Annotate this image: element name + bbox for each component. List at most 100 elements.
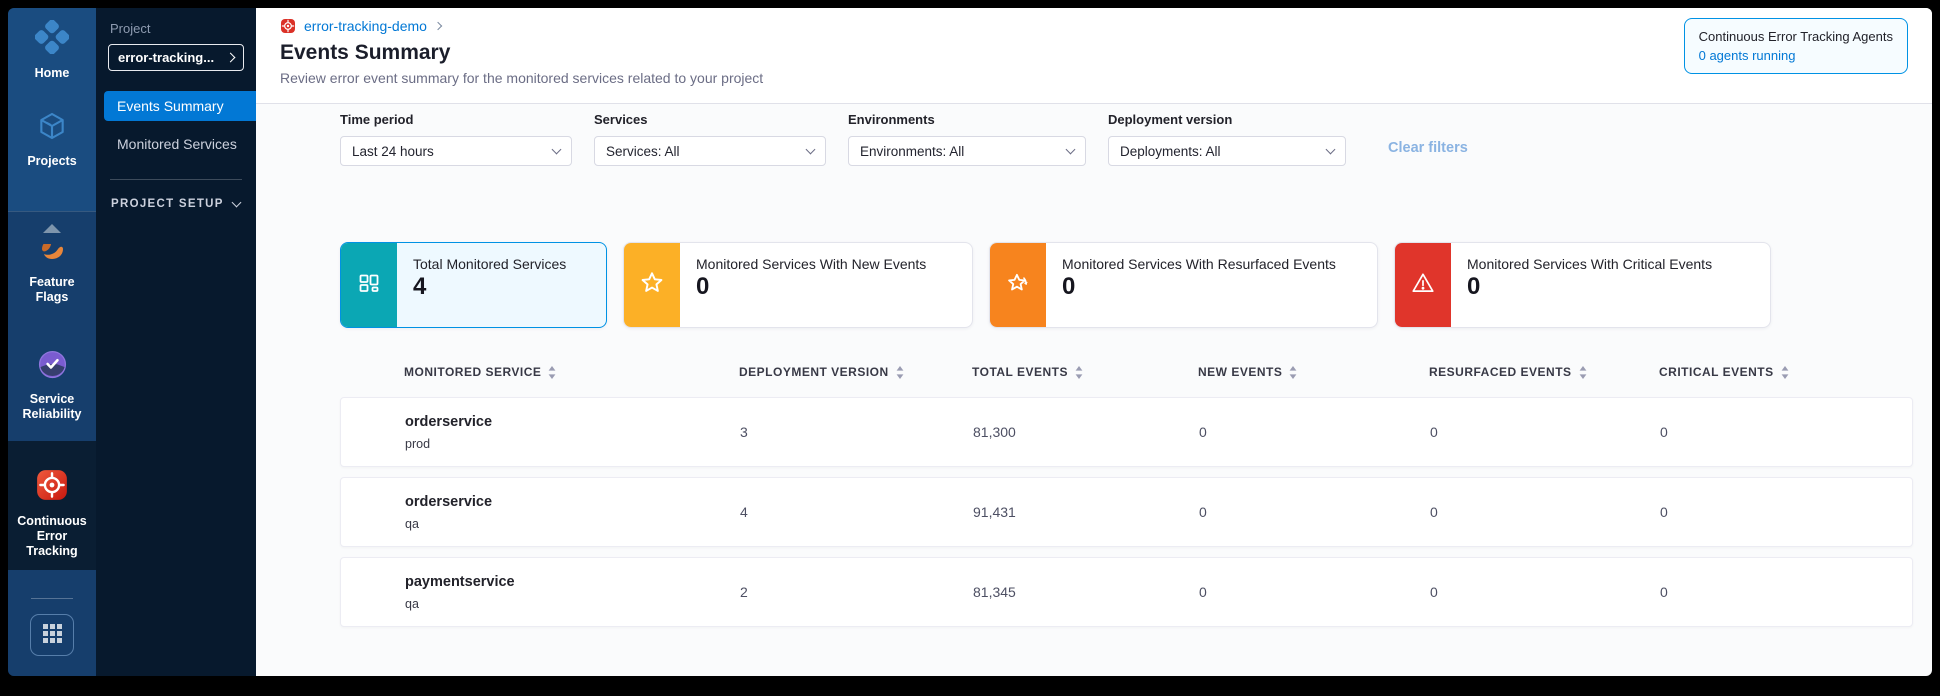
stat-cards-row: Total Monitored Services 4 Monitored Ser… [340,242,1908,328]
project-nav-panel: Project error-tracking... Events Summary… [96,8,256,676]
filter-deployment-version: Deployment version Deployments: All [1108,112,1346,166]
card-accent [990,243,1046,327]
card-accent [624,243,680,327]
column-header-resurfaced-events[interactable]: RESURFACED EVENTS [1429,365,1659,379]
column-header-monitored-service[interactable]: MONITORED SERVICE [340,365,739,379]
stat-card-label: Total Monitored Services [413,256,567,272]
filter-services: Services Services: All [594,112,826,166]
project-selector[interactable]: error-tracking... [108,44,244,71]
sort-icon[interactable] [1579,365,1587,379]
service-name: orderservice [405,413,493,430]
continuous-error-tracking-icon [280,18,296,34]
sidebar-top-section: Home Projects [8,8,96,211]
sort-icon[interactable] [1289,365,1297,379]
project-setup-label: PROJECT SETUP [111,198,224,210]
service-environment: prod [405,436,431,451]
sidebar-item-continuous-error-tracking[interactable]: Continuous Error Tracking [8,441,96,559]
chevron-down-icon [551,144,562,154]
sidebar-bottom-section [8,570,96,676]
agents-status-box[interactable]: Continuous Error Tracking Agents 0 agent… [1683,18,1908,74]
chevron-down-icon [805,144,816,154]
star-icon [639,270,665,301]
chevron-right-icon [433,21,443,31]
project-selector-value: error-tracking... [118,50,215,65]
filters-bar: Time period Last 24 hours Services Servi… [340,112,1908,166]
chevron-right-icon [225,52,236,63]
dashboard-grid-icon [357,271,381,300]
chevron-up-icon [43,223,61,233]
feature-flags-icon [36,244,68,268]
filter-time-period: Time period Last 24 hours [340,112,572,166]
clear-filters-link[interactable]: Clear filters [1388,140,1468,156]
projects-cube-icon [36,110,68,147]
sidebar-item-projects[interactable]: Projects [8,110,96,169]
app-window: Home Projects [8,8,1932,676]
page-subtitle: Review error event summary for the monit… [280,70,764,86]
deployments-select[interactable]: Deployments: All [1108,136,1346,166]
sidebar-divider [31,598,73,599]
main-content: error-tracking-demo Events Summary Revie… [256,8,1932,676]
apps-grid-icon [42,624,62,646]
sidebar-item-label: Feature Flags [29,275,75,304]
chevron-down-icon [1065,144,1076,154]
table-row[interactable]: orderservice qa 4 91,431 0 0 0 [340,477,1913,547]
sidebar-item-label: Projects [27,154,77,168]
select-value: Services: All [606,143,680,159]
environments-select[interactable]: Environments: All [848,136,1086,166]
stat-card-value: 0 [696,273,710,300]
select-value: Deployments: All [1120,143,1221,159]
sidebar-item-service-reliability[interactable]: Service Reliability [8,349,96,422]
stat-card-label: Monitored Services With Resurfaced Event… [1062,256,1336,272]
sidebar-item-feature-flags[interactable]: Feature Flags [8,244,96,305]
cell-resurfaced-events: 0 [1430,504,1438,520]
events-table: MONITORED SERVICE DEPLOYMENT VERSION TOT… [340,365,1913,627]
nav-item-monitored-services[interactable]: Monitored Services [117,136,237,152]
card-accent [1395,243,1451,327]
sort-icon[interactable] [1075,365,1083,379]
sort-icon[interactable] [896,365,904,379]
cell-deployment-version: 3 [740,424,748,440]
column-header-deployment-version[interactable]: DEPLOYMENT VERSION [739,365,972,379]
table-row[interactable]: orderservice prod 3 81,300 0 0 0 [340,397,1913,467]
breadcrumb-project-link[interactable]: error-tracking-demo [304,18,427,34]
services-select[interactable]: Services: All [594,136,826,166]
cell-critical-events: 0 [1660,424,1668,440]
cell-deployment-version: 2 [740,584,748,600]
filter-label: Time period [340,112,414,127]
table-row[interactable]: paymentservice qa 2 81,345 0 0 0 [340,557,1913,627]
nav-item-events-summary[interactable]: Events Summary [104,91,256,121]
star-refresh-icon [1005,270,1031,301]
service-name: paymentservice [405,573,515,590]
column-header-total-events[interactable]: TOTAL EVENTS [972,365,1198,379]
sidebar-item-label: Service Reliability [22,392,82,421]
agents-running-link[interactable]: 0 agents running [1698,48,1796,63]
all-modules-button[interactable] [30,614,74,656]
sidebar-active-section: Continuous Error Tracking [8,441,96,570]
sort-icon[interactable] [1781,365,1789,379]
stat-card-new-events[interactable]: Monitored Services With New Events 0 [623,242,973,328]
stat-card-critical-events[interactable]: Monitored Services With Critical Events … [1394,242,1771,328]
cell-resurfaced-events: 0 [1430,424,1438,440]
warning-triangle-icon [1410,270,1436,301]
stat-card-total-monitored-services[interactable]: Total Monitored Services 4 [340,242,607,328]
breadcrumb: error-tracking-demo [280,18,1908,34]
card-accent [341,243,397,327]
chevron-down-icon [231,197,242,207]
chevron-down-icon [1325,144,1336,154]
sidebar-item-home[interactable]: Home [8,19,96,81]
filter-label: Deployment version [1108,112,1233,127]
page-title: Events Summary [280,41,451,64]
cell-critical-events: 0 [1660,504,1668,520]
cell-deployment-version: 4 [740,504,748,520]
time-period-select[interactable]: Last 24 hours [340,136,572,166]
project-setup-toggle[interactable]: PROJECT SETUP [111,197,256,210]
column-header-new-events[interactable]: NEW EVENTS [1198,365,1429,379]
stat-card-label: Monitored Services With New Events [696,256,927,272]
cell-new-events: 0 [1199,424,1207,440]
sidebar-modules-section: Feature Flags Service Reliability [8,211,96,441]
column-header-critical-events[interactable]: CRITICAL EVENTS [1659,365,1913,379]
stat-card-resurfaced-events[interactable]: Monitored Services With Resurfaced Event… [989,242,1378,328]
scroll-up-button[interactable] [8,212,96,244]
sort-icon[interactable] [548,365,556,379]
